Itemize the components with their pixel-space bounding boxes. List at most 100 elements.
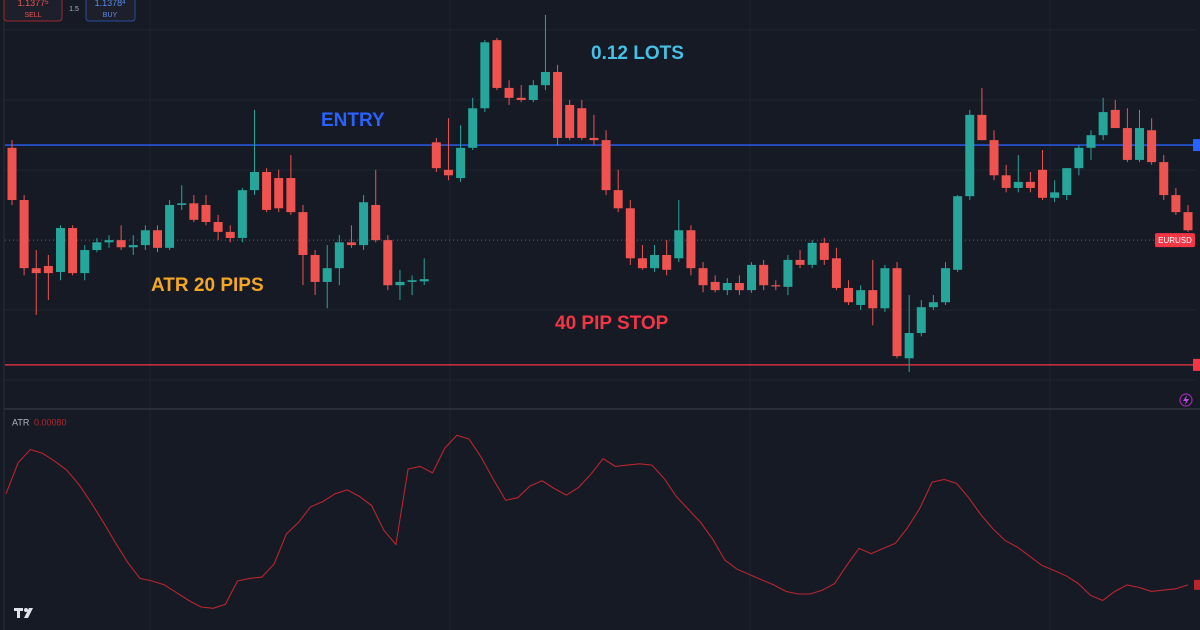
candle-body (152, 230, 162, 248)
candle-body (577, 108, 587, 138)
candle-body (431, 142, 441, 169)
annotation: ATR 20 PIPS (151, 275, 264, 296)
candle-body (928, 302, 938, 308)
last-price-tag (1155, 233, 1195, 248)
candle-body (1147, 130, 1157, 163)
candle-body (19, 200, 29, 269)
candle-body (80, 250, 90, 274)
logo-part (24, 608, 28, 612)
candle-body (540, 71, 550, 86)
candle-body (904, 333, 914, 359)
buy-button[interactable] (85, 0, 136, 22)
candle-body (286, 178, 296, 213)
candle-body (613, 190, 623, 209)
price: 1.1378 (95, 0, 123, 8)
candle-body (856, 290, 866, 305)
candle-body (759, 264, 769, 286)
candle-body (722, 283, 732, 291)
sell-label: SELL (24, 12, 41, 19)
candle-body (443, 169, 453, 176)
candle-body (504, 87, 514, 98)
candle-body (662, 254, 672, 270)
candle-body (807, 242, 817, 265)
candle-body (225, 231, 235, 238)
candle-body (177, 203, 187, 205)
candle-body (407, 280, 417, 282)
candle-body (941, 268, 951, 303)
price: 1.1377 (18, 0, 46, 8)
candle-body (625, 208, 635, 259)
price-sup: 5 (45, 0, 49, 6)
candle-body (92, 242, 102, 251)
candle-body (1110, 109, 1120, 129)
candle-body (819, 242, 829, 260)
candle-body (831, 258, 841, 288)
candle-body (1122, 128, 1132, 160)
candle-body (189, 203, 199, 220)
candle-body (1001, 175, 1011, 188)
candle-body (989, 140, 999, 176)
candle-body (516, 97, 526, 101)
candle-body (1025, 181, 1035, 188)
candle-body (43, 265, 53, 274)
candle-body (346, 242, 356, 246)
candle-body (710, 281, 720, 291)
candle-body (553, 71, 563, 138)
candle-body (359, 202, 369, 246)
price-sup: 4 (122, 0, 126, 6)
candle-body (953, 196, 963, 270)
candle-body (237, 190, 247, 238)
indicator-marker (1194, 579, 1200, 590)
line-label: ENTRY (321, 110, 385, 131)
candle-body (880, 268, 890, 309)
level-marker (1193, 139, 1200, 152)
symbol-label: EURUSD (1158, 236, 1192, 245)
candle-body (249, 172, 259, 191)
annotation: 0.12 LOTS (591, 43, 684, 64)
candle-body (104, 240, 114, 243)
candle-body (783, 259, 793, 287)
candle-body (734, 283, 744, 291)
candle-body (1171, 195, 1181, 213)
candle-body (1050, 192, 1060, 198)
candle-body (334, 242, 344, 269)
alert-icon-bolt (1183, 395, 1189, 405)
buy-label: BUY (103, 12, 118, 19)
candle-body (419, 279, 429, 282)
candle-body (68, 228, 78, 274)
candle-body (274, 178, 284, 209)
line-label: 40 PIP STOP (555, 313, 669, 334)
candle-body (7, 147, 17, 201)
candle-body (686, 230, 696, 269)
candle-body (456, 147, 466, 179)
alert-icon[interactable] (1179, 393, 1193, 407)
candle-body (977, 114, 987, 141)
logo-part (17, 608, 20, 618)
candle-body (395, 281, 405, 286)
candle-body (116, 240, 126, 248)
candle-body (795, 259, 805, 265)
sell-price: 1.13775 (18, 0, 50, 8)
candle-body (698, 268, 708, 286)
candle-body (601, 140, 611, 191)
sell-button[interactable] (3, 0, 63, 22)
candle-body (298, 212, 308, 255)
candle-body (322, 268, 332, 282)
logo-part (24, 608, 33, 618)
candle-body (310, 254, 320, 282)
candle-body (528, 85, 538, 101)
candle-body (165, 204, 175, 248)
candle-body (1038, 169, 1048, 198)
indicator-value: 0.00080 (34, 417, 67, 427)
candle-body (1074, 147, 1084, 169)
candle-body (589, 137, 599, 141)
candle-body (140, 230, 150, 246)
candle-body (1135, 128, 1145, 160)
candle-body (492, 40, 502, 88)
candle-body (371, 204, 381, 241)
candle-body (1098, 112, 1108, 136)
candle-body (128, 245, 138, 248)
